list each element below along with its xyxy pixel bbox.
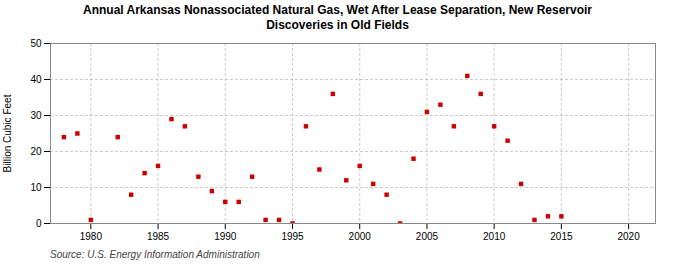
svg-text:20: 20: [30, 146, 42, 157]
svg-text:1995: 1995: [281, 231, 304, 242]
html-text:Source: U.S. Energy Informatio: Source: U.S. Energy Information Administ…: [50, 249, 260, 260]
svg-text:2015: 2015: [550, 231, 573, 242]
svg-text:2005: 2005: [416, 231, 439, 242]
svg-text:40: 40: [30, 74, 42, 85]
svg-text:50: 50: [30, 38, 42, 49]
html-text:Annual Arkansas Nonassociated: Annual Arkansas Nonassociated Natural Ga…: [83, 3, 592, 32]
svg-text:Billion Cubic Feet: Billion Cubic Feet: [2, 94, 13, 172]
svg-text:0: 0: [36, 218, 42, 229]
svg-text:10: 10: [30, 182, 42, 193]
svg-text:2010: 2010: [483, 231, 506, 242]
svg-text:1980: 1980: [80, 231, 103, 242]
svg-text:2000: 2000: [349, 231, 372, 242]
svg-text:1990: 1990: [214, 231, 237, 242]
svg-text:30: 30: [30, 110, 42, 121]
svg-text:2020: 2020: [617, 231, 640, 242]
svg-text:1985: 1985: [147, 231, 170, 242]
